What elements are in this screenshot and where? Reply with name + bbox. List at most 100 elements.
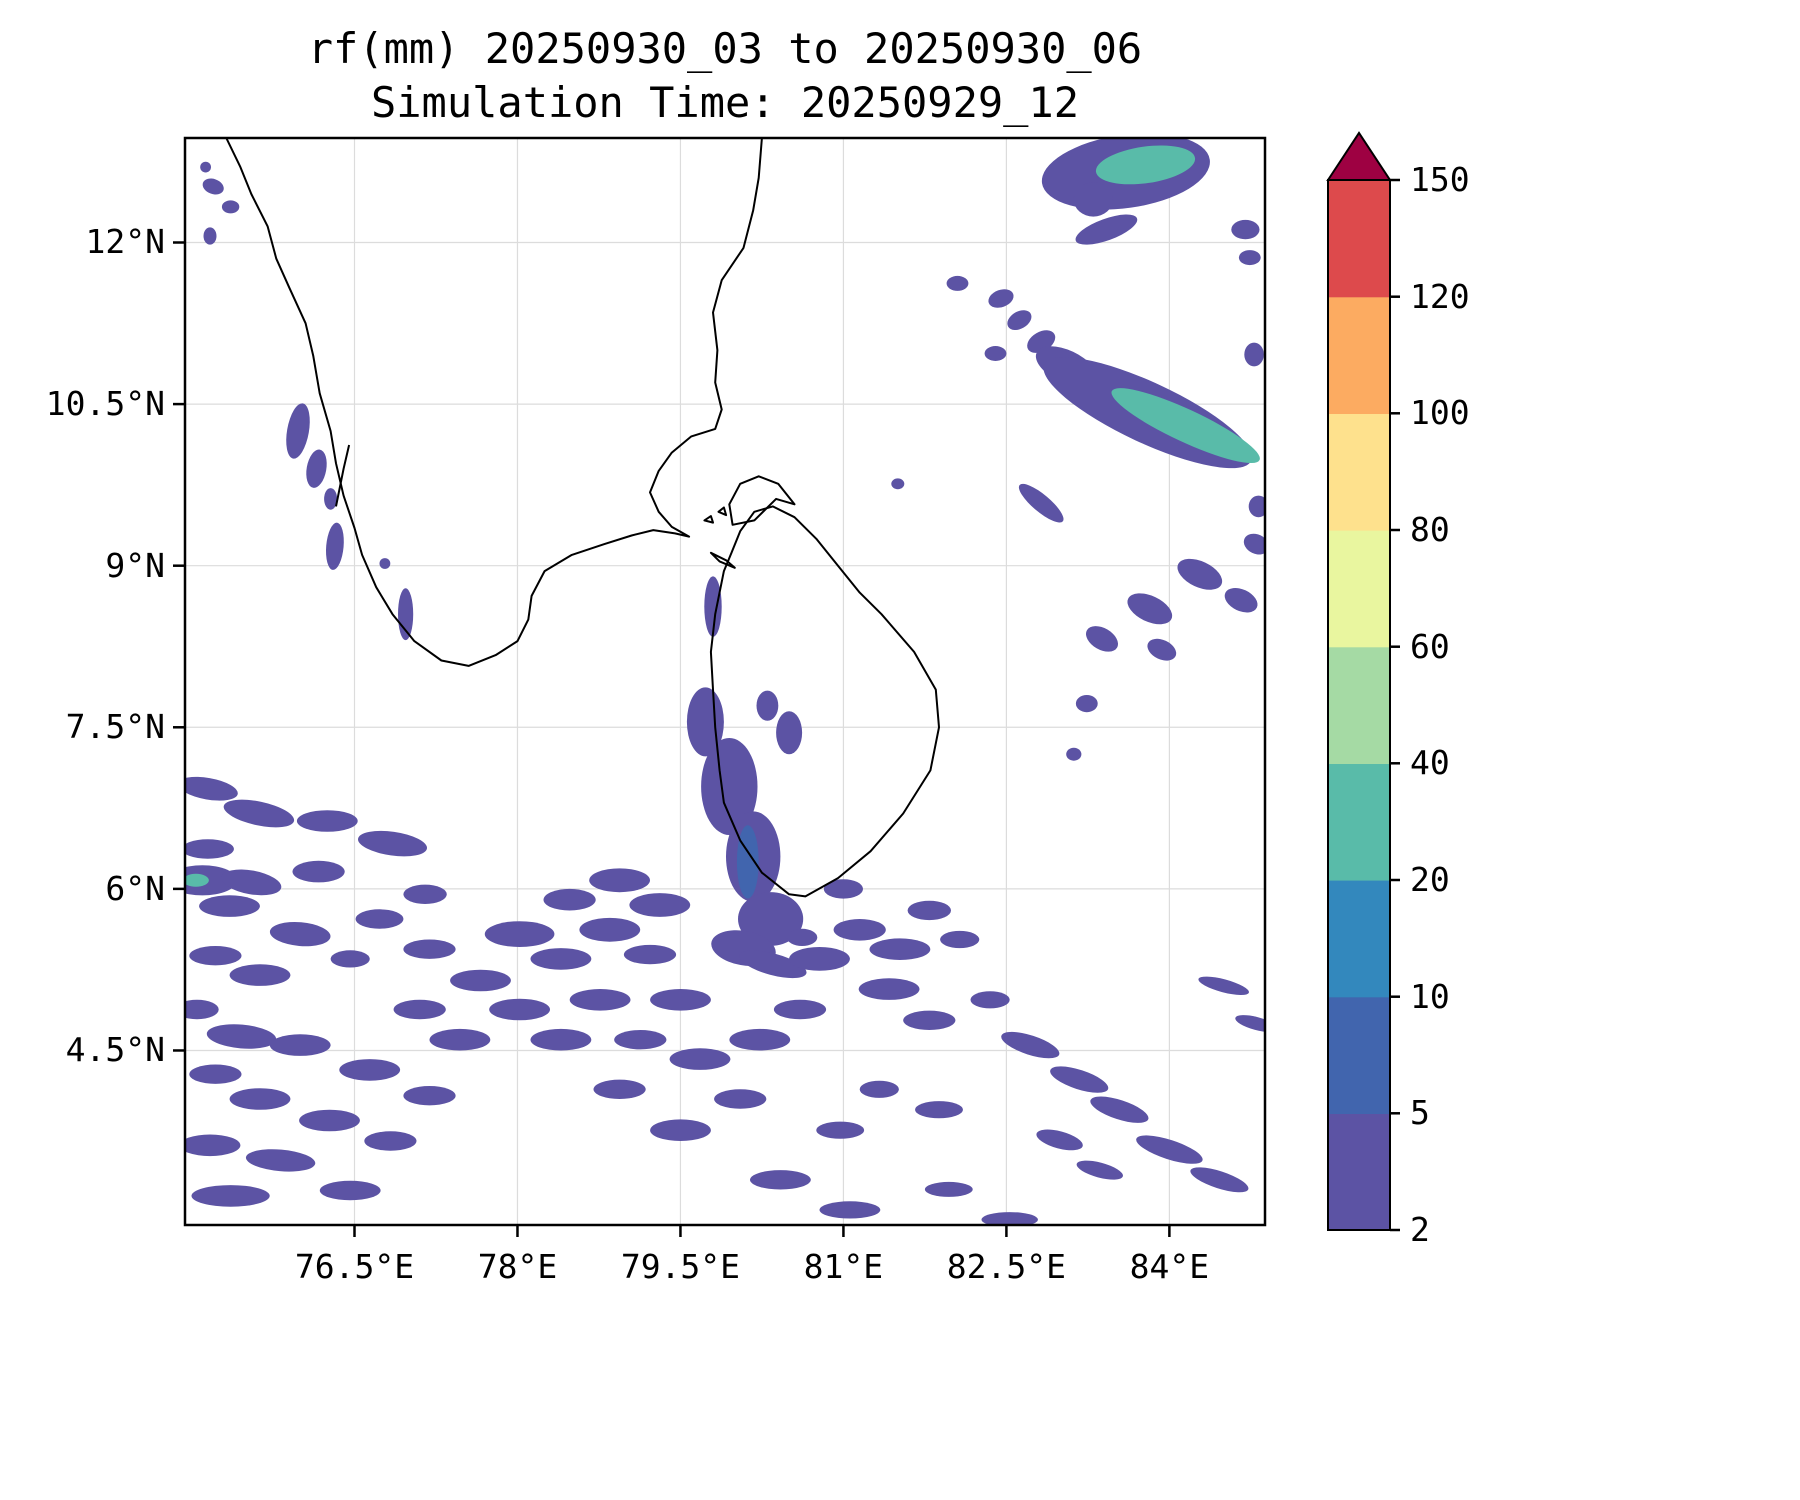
rain-patch — [940, 930, 980, 949]
rain-patch — [891, 478, 905, 490]
rain-patch — [292, 860, 345, 883]
rain-patch — [1075, 695, 1098, 713]
x-tick-label: 79.5°E — [620, 1247, 741, 1286]
colorbar-tick-label: 100 — [1410, 393, 1470, 433]
colorbar-tick-label: 40 — [1410, 743, 1450, 783]
rain-patch — [189, 946, 242, 966]
colorbar-extend-arrow — [1326, 131, 1392, 181]
colorbar-segment — [1328, 180, 1390, 298]
rain-patch — [484, 921, 555, 947]
rain-patch — [200, 161, 212, 173]
coastline — [717, 506, 728, 517]
rain-patch — [286, 403, 310, 459]
rain-patch — [364, 1131, 417, 1151]
map-plot-area — [185, 138, 1265, 1225]
rain-patch — [1050, 1066, 1109, 1093]
rain-patch — [589, 868, 650, 893]
rain-patch — [776, 711, 803, 755]
x-tick-label: 84°E — [1129, 1247, 1210, 1286]
coastline — [709, 505, 940, 898]
rain-patch — [269, 921, 331, 947]
rain-patch — [988, 289, 1014, 308]
rain-patch — [403, 939, 456, 959]
rain-patch — [299, 1109, 360, 1132]
rain-patch — [403, 884, 447, 904]
rain-patch — [786, 928, 818, 947]
rain-patch — [984, 346, 1007, 361]
rain-patch — [185, 999, 219, 1020]
rain-patch — [403, 1086, 456, 1106]
rain-patch — [319, 1180, 381, 1201]
rain-patch — [379, 558, 391, 569]
rain-patch — [1198, 976, 1249, 996]
colorbar-tick-label: 150 — [1410, 160, 1470, 199]
rain-patch — [1075, 214, 1138, 245]
rain-patch — [206, 1024, 277, 1049]
rain-patch — [1076, 1160, 1123, 1180]
colorbar-segment — [1328, 763, 1390, 881]
rain-patch — [593, 1079, 646, 1100]
colorbar-segment — [1328, 1113, 1390, 1231]
coastline — [225, 138, 763, 667]
rain-patch — [1007, 310, 1032, 330]
x-tick-label: 78°E — [477, 1247, 558, 1286]
rain-patch — [1243, 533, 1265, 555]
rain-patch — [1036, 1129, 1083, 1151]
colorbar-segment — [1328, 413, 1390, 531]
plot-border — [183, 136, 1267, 1227]
rain-patch — [1231, 219, 1260, 240]
y-tick-label: 7.5°N — [65, 707, 165, 747]
rain-patch — [773, 999, 827, 1020]
rain-patch — [330, 950, 370, 968]
colorbar-outline — [1327, 179, 1391, 1231]
coastline — [709, 551, 736, 569]
rain-patch — [398, 588, 414, 641]
rain-patch — [1090, 1096, 1149, 1123]
rain-patch — [202, 178, 224, 195]
coastline — [335, 444, 351, 507]
rain-patch — [324, 488, 338, 510]
rain-patch — [185, 873, 209, 887]
rain-patch — [199, 895, 260, 917]
rain-patch — [185, 839, 234, 859]
rain-patch — [816, 1121, 865, 1139]
rain-patch — [915, 1101, 963, 1119]
rain-patch — [269, 1034, 331, 1056]
rain-patch — [669, 1048, 731, 1070]
y-tick-label: 9°N — [105, 545, 165, 585]
y-tick-label: 6°N — [105, 868, 165, 908]
rain-patch — [1238, 250, 1261, 266]
rain-patch — [1127, 593, 1173, 625]
x-tick-label: 81°E — [803, 1247, 884, 1286]
rain-patch — [355, 909, 404, 929]
rain-patch — [614, 1030, 667, 1050]
y-tick-label: 10.5°N — [45, 384, 165, 424]
rain-patch — [789, 947, 850, 971]
chart-title: rf(mm) 20250930_03 to 20250930_06 — [307, 24, 1143, 73]
rain-patch — [750, 1170, 811, 1190]
rain-patch — [221, 200, 240, 214]
colorbar-segment — [1328, 996, 1390, 1114]
rain-patch — [185, 776, 238, 801]
rain-patch — [530, 948, 592, 970]
rain-patch — [1224, 587, 1258, 613]
rain-patch — [1066, 747, 1082, 761]
y-tick-label: 12°N — [85, 222, 165, 262]
rain-patch — [981, 1212, 1038, 1225]
rain-patch — [1235, 1015, 1265, 1032]
rain-patch — [823, 879, 864, 899]
coastline — [703, 515, 714, 524]
rain-patch — [325, 522, 344, 570]
rain-patch — [623, 944, 677, 965]
rain-patch — [1018, 483, 1064, 523]
rain-patch — [223, 799, 295, 828]
y-tick-label: 4.5°N — [65, 1030, 165, 1070]
rain-patch — [357, 830, 428, 857]
rain-patch — [859, 1080, 899, 1098]
rain-patch — [903, 1010, 956, 1030]
rain-patch — [339, 1059, 401, 1081]
rain-patch — [714, 1089, 767, 1109]
colorbar-segment — [1328, 646, 1390, 764]
rain-patch — [221, 869, 282, 896]
